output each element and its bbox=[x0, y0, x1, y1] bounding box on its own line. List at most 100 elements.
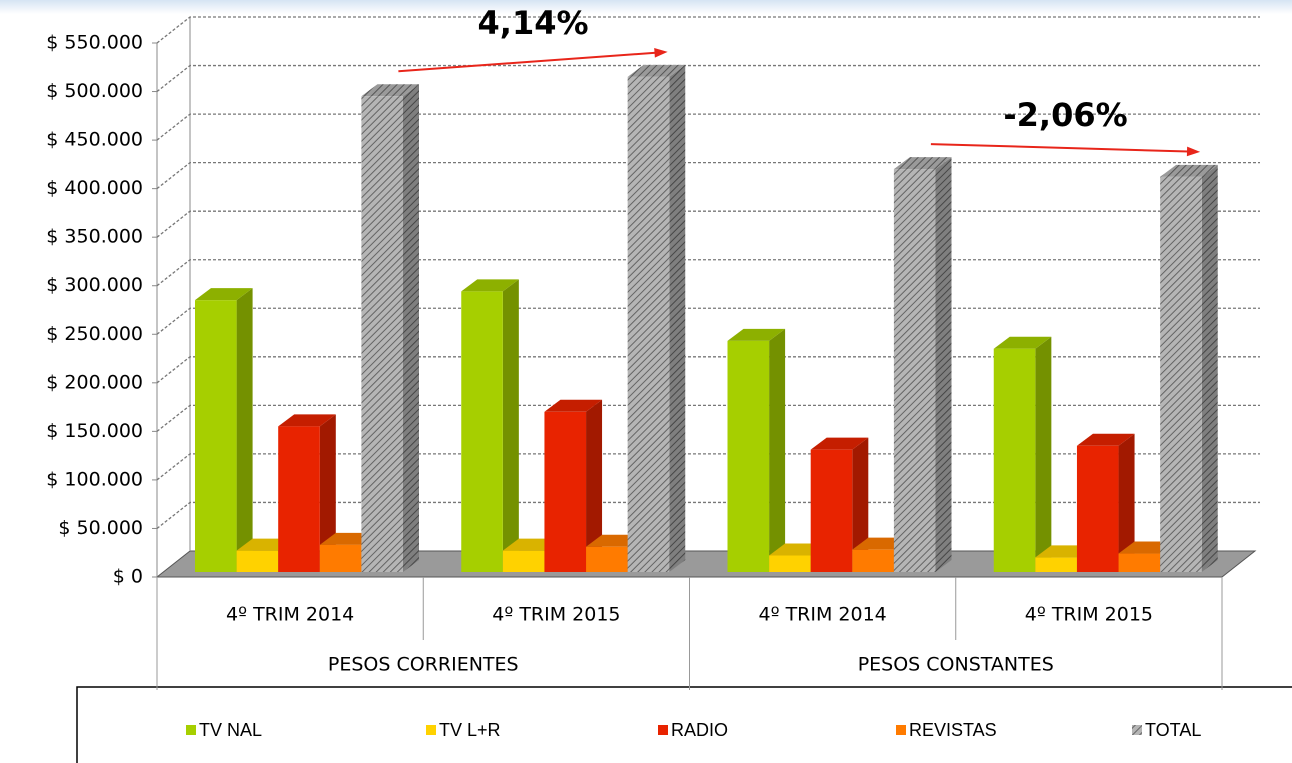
legend-swatch bbox=[186, 725, 196, 735]
bar-side bbox=[1118, 433, 1135, 572]
y-tick-label: $ 550.000 bbox=[46, 32, 143, 54]
bar-side bbox=[935, 157, 952, 572]
legend-label: REVISTAS bbox=[909, 720, 997, 740]
x-tick-label: 4º TRIM 2014 bbox=[758, 604, 886, 626]
y-tick-label: $ 50.000 bbox=[58, 517, 143, 539]
y-tick-label: $ 350.000 bbox=[46, 226, 143, 248]
bar bbox=[195, 288, 253, 572]
bar-front bbox=[810, 449, 853, 572]
grid-line bbox=[156, 356, 1260, 384]
bar bbox=[461, 279, 519, 572]
annotation-text: 4,14% bbox=[478, 4, 589, 42]
bar-top bbox=[993, 336, 1052, 349]
bar-front bbox=[769, 555, 811, 572]
bar-side bbox=[236, 288, 253, 572]
bar bbox=[544, 399, 603, 572]
bar-front bbox=[727, 340, 770, 572]
bar-top bbox=[1160, 164, 1218, 177]
bar-top bbox=[278, 414, 336, 427]
y-tick-label: $ 250.000 bbox=[46, 323, 143, 345]
bar-front bbox=[236, 550, 279, 572]
annotation-arrow bbox=[930, 143, 1189, 153]
bar-top bbox=[195, 288, 253, 301]
bar-front bbox=[1035, 557, 1077, 572]
bar-front bbox=[319, 544, 362, 572]
bar-front bbox=[586, 546, 628, 572]
floor bbox=[155, 550, 1257, 578]
bar-front bbox=[627, 76, 670, 572]
bar-side bbox=[1201, 164, 1218, 572]
bar bbox=[1160, 164, 1218, 572]
bar-front bbox=[1076, 445, 1119, 572]
annotation-text: -2,06% bbox=[1003, 96, 1127, 134]
bar bbox=[993, 336, 1052, 572]
bar bbox=[361, 84, 419, 572]
grid-line bbox=[156, 161, 1260, 190]
y-tick-label: $ 0 bbox=[113, 566, 143, 588]
bar bbox=[893, 157, 952, 572]
legend-box bbox=[76, 686, 1292, 763]
grid-line bbox=[156, 113, 1260, 141]
top-band bbox=[0, 0, 1292, 14]
bar-front bbox=[195, 300, 237, 572]
annotation-arrowhead bbox=[654, 47, 668, 58]
group-label: PESOS CORRIENTES bbox=[328, 654, 519, 676]
bar-side bbox=[852, 437, 869, 572]
bar-side bbox=[403, 84, 419, 572]
bar-front bbox=[461, 291, 503, 572]
bar-front bbox=[1160, 176, 1202, 572]
bar-side bbox=[1035, 336, 1052, 572]
grid-line bbox=[156, 16, 1260, 44]
bar-front bbox=[361, 96, 403, 572]
bar-top bbox=[1076, 433, 1135, 446]
y-tick-label: $ 300.000 bbox=[46, 274, 143, 296]
grid-line bbox=[156, 210, 1260, 238]
bar-side bbox=[502, 279, 519, 572]
bar bbox=[810, 437, 869, 572]
bar-front bbox=[278, 426, 320, 572]
bar-top bbox=[544, 399, 603, 412]
annotation-arrowhead bbox=[1186, 146, 1201, 157]
bar-top bbox=[810, 437, 869, 450]
bar-front bbox=[852, 549, 894, 572]
bar-top bbox=[893, 157, 952, 170]
annotation-arrow bbox=[398, 51, 656, 73]
bar-side bbox=[669, 64, 686, 572]
legend-swatch bbox=[896, 725, 906, 735]
bar-top bbox=[727, 328, 786, 341]
y-tick-label: $ 400.000 bbox=[46, 177, 143, 199]
y-tick-label: $ 100.000 bbox=[46, 468, 143, 490]
bar-side bbox=[319, 414, 336, 572]
bar-side bbox=[586, 399, 603, 572]
legend-swatch bbox=[658, 725, 668, 735]
y-tick-label: $ 500.000 bbox=[46, 80, 143, 102]
grid-line bbox=[156, 307, 1260, 335]
legend-label: TOTAL bbox=[1145, 720, 1201, 740]
bar-top bbox=[361, 84, 419, 97]
legend-swatch bbox=[1132, 725, 1142, 735]
grid-line bbox=[156, 259, 1260, 287]
legend-label: TV L+R bbox=[439, 720, 501, 740]
bar-side bbox=[769, 328, 786, 572]
bar-front bbox=[1118, 553, 1161, 572]
legend-label: RADIO bbox=[671, 720, 728, 740]
bar bbox=[727, 328, 786, 572]
y-tick-label: $ 450.000 bbox=[46, 129, 143, 151]
x-tick-label: 4º TRIM 2015 bbox=[1025, 604, 1153, 626]
bar bbox=[278, 414, 336, 572]
bar-top bbox=[627, 64, 686, 77]
bar-front bbox=[993, 348, 1036, 572]
bar bbox=[627, 64, 686, 572]
legend-label: TV NAL bbox=[199, 720, 262, 740]
bar-front bbox=[502, 550, 545, 572]
x-tick-label: 4º TRIM 2015 bbox=[492, 604, 620, 626]
y-tick-label: $ 200.000 bbox=[46, 371, 143, 393]
y-tick-label: $ 150.000 bbox=[46, 420, 143, 442]
bar-front bbox=[893, 169, 936, 572]
x-tick-label: 4º TRIM 2014 bbox=[226, 604, 354, 626]
legend-swatch bbox=[426, 725, 436, 735]
bar-front bbox=[544, 411, 587, 572]
group-label: PESOS CONSTANTES bbox=[858, 654, 1054, 676]
bar-top bbox=[461, 279, 519, 292]
